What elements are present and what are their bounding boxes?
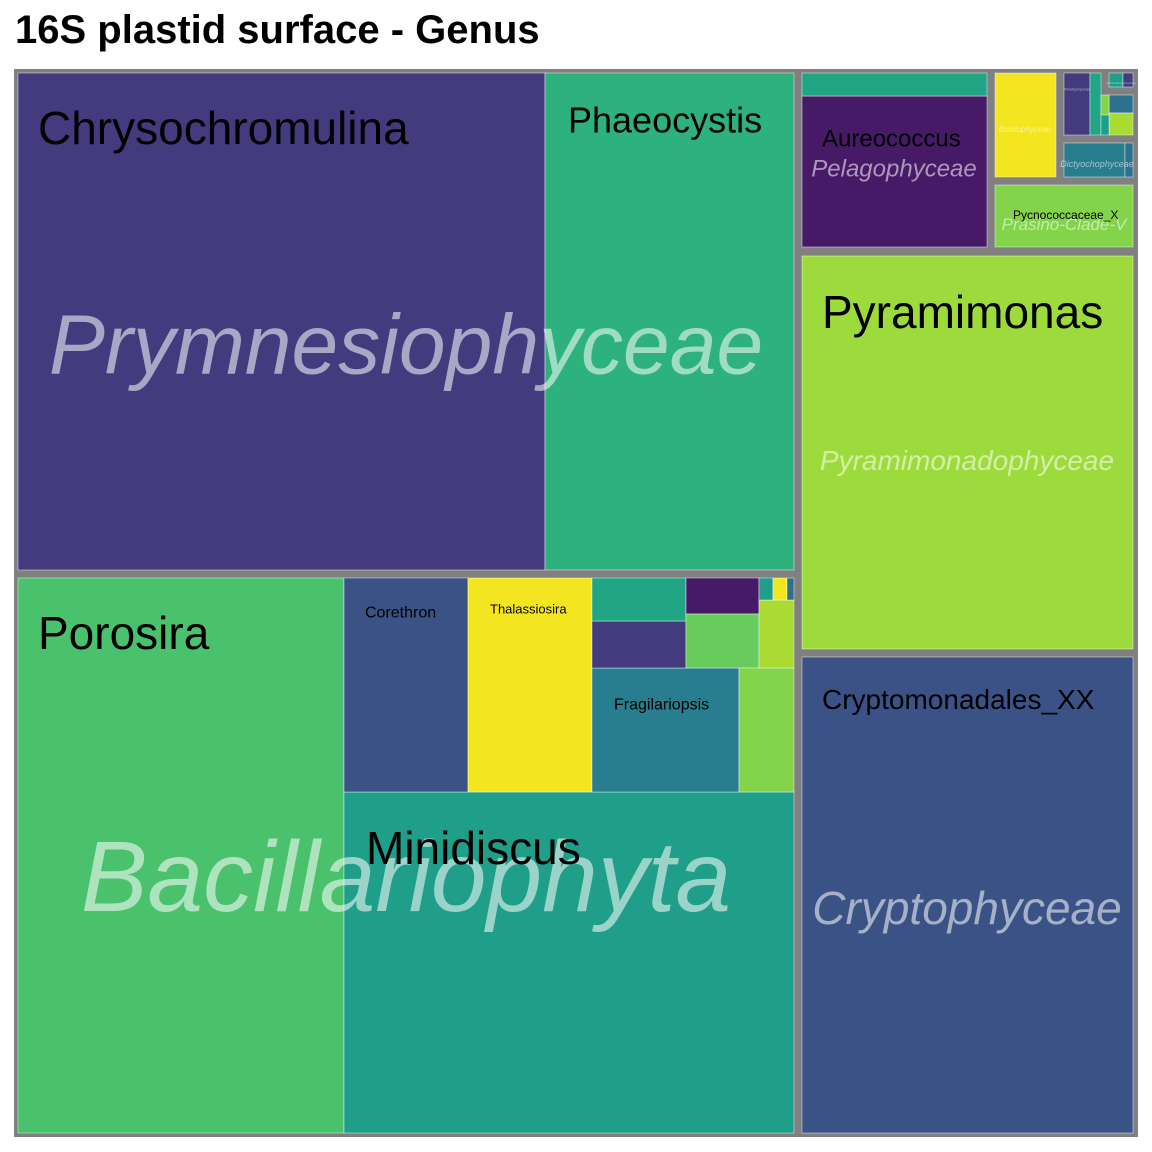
leaf-label-corethron: Corethron: [365, 605, 436, 622]
leaf-label-chrysochromulina: Chrysochromulina: [38, 102, 409, 154]
leaf-rect-g4-l1[interactable]: [801, 72, 988, 97]
leaf-rect-corethron[interactable]: [343, 577, 469, 793]
leaf-rect-g1-l7[interactable]: [685, 577, 760, 615]
leaf-rect-g8-l1[interactable]: [1089, 72, 1102, 136]
group-label-cryptophyceae: Cryptophyceae: [812, 882, 1121, 934]
leaf-rect-g1-l5[interactable]: [591, 620, 687, 669]
leaf-label-minidiscus: Minidiscus: [366, 822, 581, 874]
leaf-label-aureococcus: Aureococcus: [822, 125, 961, 152]
leaf-rect-g8-l0[interactable]: [1063, 72, 1091, 136]
leaf-rect-minidiscus[interactable]: [343, 791, 795, 1134]
group-label-pelagophyceae: Pelagophyceae: [811, 155, 976, 182]
leaf-rect-aureococcus[interactable]: [801, 95, 988, 248]
leaf-label-pyramimonas: Pyramimonas: [822, 286, 1103, 338]
leaf-rect-pyramimonas[interactable]: [801, 255, 1134, 650]
chart-title: 16S plastid surface - Genus: [15, 8, 540, 52]
leaf-rect-g10-l3[interactable]: [1100, 114, 1110, 136]
group-label-bolidophyceae: Bolidophyceae: [999, 125, 1052, 134]
group-label-rhodophyceae: Rhodophyceae: [1064, 86, 1092, 91]
leaf-rect-g1-l13[interactable]: [786, 577, 795, 601]
leaf-rect-g7-l0[interactable]: [1063, 142, 1126, 178]
leaf-rect-chrysochromulina[interactable]: [17, 72, 546, 571]
leaf-rect-g9-l1[interactable]: [1122, 72, 1134, 88]
leaf-rect-g1-l8[interactable]: [685, 613, 760, 669]
group-label-pyramimonadophyceae: Pyramimonadophyceae: [820, 445, 1114, 476]
leaf-rect-fragilariopsis[interactable]: [591, 667, 740, 793]
leaf-rect-g5-l0[interactable]: [994, 72, 1057, 178]
leaf-label-phaeocystis: Phaeocystis: [568, 100, 762, 141]
group-label-prymnesiophyceae: Prymnesiophyceae: [49, 297, 763, 391]
leaf-rect-g1-l9[interactable]: [738, 667, 795, 793]
leaf-label-thalassiosira: Thalassiosira: [490, 602, 567, 617]
leaf-rect-g10-l0[interactable]: [1108, 94, 1134, 114]
leaf-rect-cryptomonadales-xx[interactable]: [801, 656, 1134, 1134]
leaf-label-pycnococcaceae-x: Pycnococcaceae_X: [1013, 208, 1118, 222]
leaf-rect-pycnococcaceae-x[interactable]: [994, 184, 1134, 248]
group-label-bacillariophyta: Bacillariophyta: [81, 821, 731, 933]
leaf-label-fragilariopsis: Fragilariopsis: [614, 697, 709, 714]
leaf-rect-phaeocystis[interactable]: [544, 72, 795, 571]
leaf-label-cryptomonadales-xx: Cryptomonadales_XX: [822, 684, 1095, 715]
leaf-rect-thalassiosira[interactable]: [467, 577, 593, 793]
group-label-chlorodendrophyceae: Chlorodendrophyceae: [1106, 81, 1136, 85]
group-label-dictyochophyceae: Dictyochophyceae: [1060, 159, 1134, 169]
leaf-rect-g1-l6[interactable]: [591, 577, 687, 622]
leaf-rect-g7-l1[interactable]: [1124, 142, 1134, 178]
group-label-prasino-clade-v: Prasino-Clade-V: [1002, 215, 1128, 234]
leaf-rect-g1-l11[interactable]: [758, 577, 774, 601]
leaf-rect-g10-l2[interactable]: [1100, 94, 1110, 116]
leaf-rect-g1-l10[interactable]: [758, 599, 795, 669]
leaf-label-porosira: Porosira: [38, 607, 210, 659]
leaf-rect-g1-l12[interactable]: [772, 577, 788, 601]
leaf-rect-g10-l1[interactable]: [1108, 112, 1134, 136]
leaf-rect-porosira[interactable]: [17, 577, 345, 1134]
